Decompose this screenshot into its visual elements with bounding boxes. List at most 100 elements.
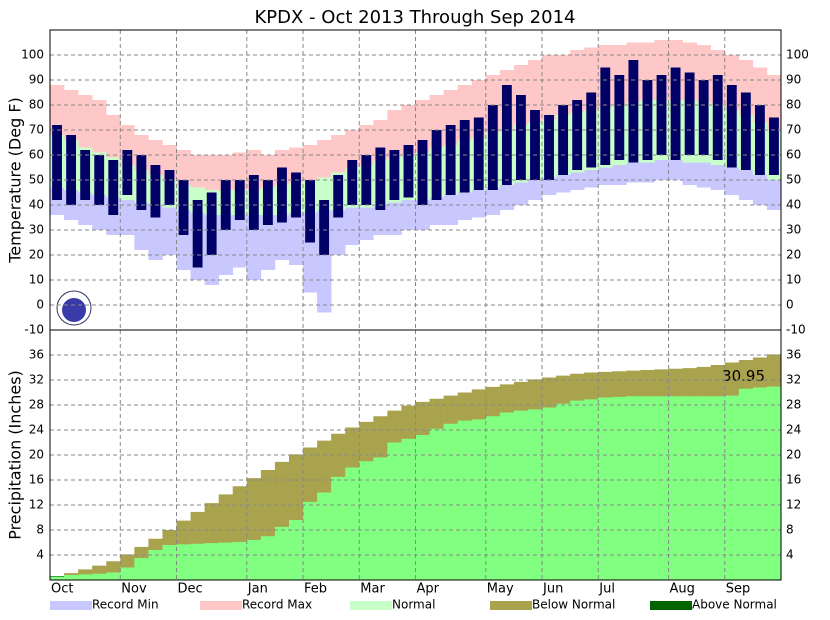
y-tick-label: 40 — [29, 198, 44, 212]
record-min-bar — [542, 177, 557, 195]
x-tick-label: Apr — [417, 582, 440, 597]
x-tick-label: Mar — [360, 582, 385, 597]
record-max-bar — [303, 145, 318, 180]
y2-tick-label: 32 — [786, 373, 801, 387]
observed-bar — [712, 75, 723, 160]
observed-precip-bar — [499, 412, 515, 580]
chart-title: KPDX - Oct 2013 Through Sep 2014 — [254, 7, 575, 28]
record-min-bar — [654, 160, 669, 180]
y2-tick-label: 28 — [786, 398, 801, 412]
observed-precip-bar — [513, 410, 529, 580]
observed-bar — [670, 67, 681, 160]
observed-bar — [52, 125, 62, 200]
y2-tick-label: 16 — [786, 473, 801, 487]
record-max-bar — [260, 155, 276, 188]
y2-tick-label: 50 — [786, 173, 801, 187]
observed-bar — [389, 150, 400, 200]
record-min-bar — [471, 190, 487, 218]
legend-swatch — [350, 601, 392, 610]
observed-precip-bar — [766, 386, 782, 580]
observed-precip-bar — [682, 396, 697, 580]
record-max-bar — [176, 150, 191, 185]
record-min-bar — [556, 175, 571, 193]
record-max-bar — [387, 110, 402, 158]
record-min-bar — [724, 167, 740, 195]
record-max-bar — [345, 130, 360, 168]
legend-swatch — [200, 601, 242, 610]
observed-bar — [375, 147, 386, 210]
observed-precip-bar — [106, 572, 121, 580]
observed-bar — [417, 140, 428, 205]
record-min-bar — [134, 202, 149, 250]
observed-precip-bar — [415, 435, 430, 580]
observed-precip-bar — [640, 396, 655, 580]
y2-tick-label: 40 — [786, 198, 801, 212]
x-tick-label: Feb — [304, 582, 327, 597]
legend-swatch — [50, 601, 92, 610]
record-min-bar — [415, 200, 430, 230]
observed-precip-bar — [612, 396, 627, 580]
record-min-bar — [373, 205, 388, 235]
record-min-bar — [246, 215, 262, 280]
record-min-bar — [429, 197, 444, 225]
observed-precip-bar — [443, 423, 458, 580]
observed-precip-bar — [246, 540, 262, 580]
observed-bar — [277, 167, 287, 223]
observed-bar — [769, 117, 779, 175]
observed-precip-bar — [556, 403, 571, 580]
record-max-bar — [556, 55, 571, 115]
record-min-bar — [527, 180, 543, 200]
y2-tick-label: 0 — [786, 298, 794, 312]
observed-precip-bar — [668, 396, 683, 580]
observed-bar — [558, 105, 569, 175]
y2-tick-label: 60 — [786, 148, 801, 162]
observed-bar — [333, 175, 344, 218]
observed-bar — [487, 105, 498, 190]
observed-bar — [305, 180, 315, 243]
y2-tick-label: -10 — [786, 323, 806, 337]
observed-precip-bar — [232, 541, 248, 580]
y2-tick-label: 20 — [786, 448, 801, 462]
y-tick-label: 16 — [29, 473, 44, 487]
record-max-bar — [570, 50, 585, 113]
record-max-bar — [64, 90, 79, 140]
observed-bar — [80, 150, 91, 200]
y-tick-label: 10 — [29, 273, 44, 287]
record-min-bar — [443, 195, 458, 225]
legend-swatch — [490, 601, 532, 610]
record-max-bar — [317, 140, 332, 178]
observed-bar — [234, 180, 245, 220]
observed-precip-bar — [387, 442, 402, 580]
y-tick-label: 30 — [29, 223, 44, 237]
legend-label: Below Normal — [532, 598, 615, 612]
observed-bar — [544, 115, 554, 180]
observed-precip-bar — [738, 388, 754, 580]
record-min-bar — [626, 162, 641, 183]
x-tick-label: Jan — [247, 582, 268, 597]
observed-precip-bar — [92, 573, 107, 580]
observed-bar — [122, 150, 133, 195]
record-min-bar — [457, 192, 473, 220]
observed-bar — [530, 110, 540, 180]
observed-bar — [754, 105, 765, 175]
record-min-bar — [752, 175, 768, 205]
observed-precip-bar — [527, 409, 543, 580]
y2-tick-label: 10 — [786, 273, 801, 287]
observed-bar — [445, 125, 456, 195]
record-max-bar — [415, 100, 430, 153]
y2-tick-label: 4 — [786, 548, 794, 562]
noaa-logo-inner — [62, 298, 86, 322]
record-min-bar — [162, 207, 177, 255]
y-tick-label: 20 — [29, 448, 44, 462]
observed-bar — [726, 85, 737, 168]
observed-precip-bar — [331, 476, 346, 580]
y2-tick-label: 20 — [786, 248, 801, 262]
observed-bar — [319, 200, 330, 255]
observed-bar — [206, 192, 217, 255]
record-max-bar — [78, 95, 93, 148]
observed-precip-bar — [570, 400, 585, 580]
y-tick-label: 36 — [29, 348, 44, 362]
observed-bar — [501, 85, 512, 185]
record-min-bar — [387, 202, 402, 235]
